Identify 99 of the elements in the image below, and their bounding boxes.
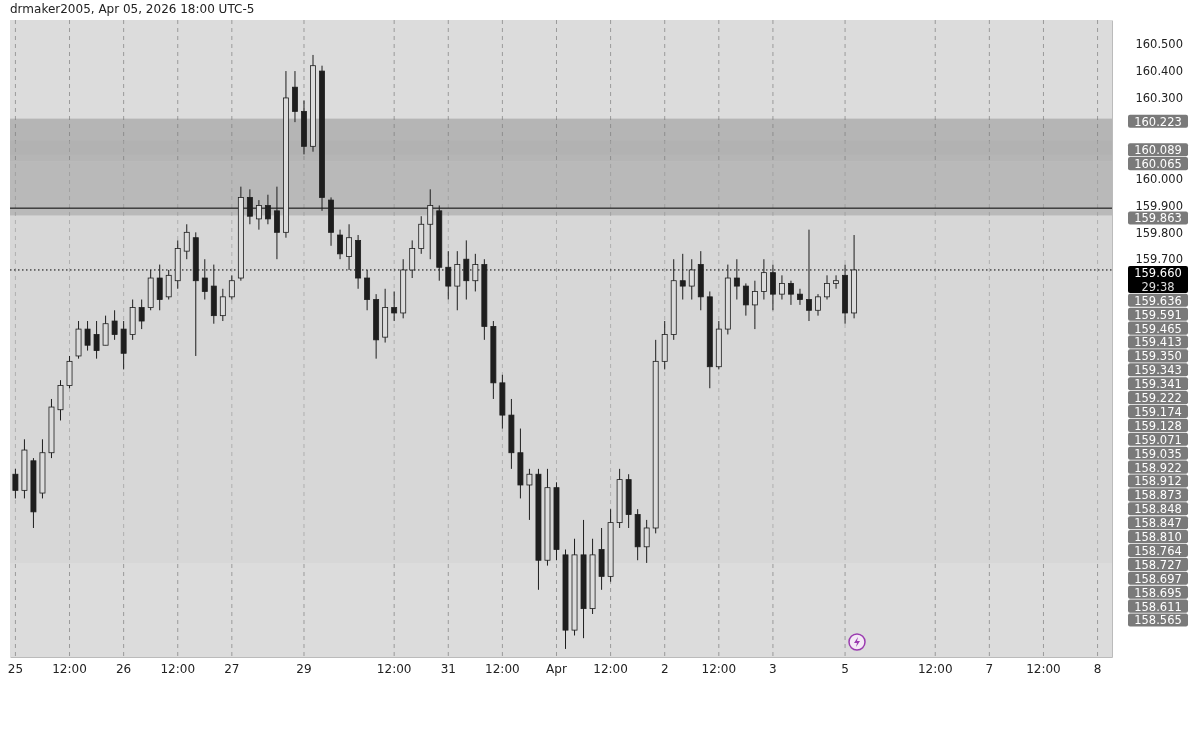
y-tick-label: 160.500 [1135,37,1183,52]
x-tick-label: 12:00 [701,662,737,677]
candlestick [688,258,695,301]
text: 158.764 [1134,543,1182,558]
candlestick [201,258,208,301]
y-tick-label: 160.300 [1135,91,1183,106]
candlestick [84,320,91,352]
candlestick [12,468,19,499]
candlestick [733,258,740,301]
candlestick [183,223,190,260]
text: 159.035 [1134,446,1182,461]
candlestick [788,280,794,306]
y-tick-label: 159.800 [1135,225,1183,240]
band-label: 160.223 [1134,114,1182,129]
x-tick-label: 3 [769,662,777,677]
text: 158.697 [1134,571,1182,586]
candlestick [102,315,109,346]
x-tick-label: 12:00 [376,662,412,677]
candlestick [742,282,749,317]
band-label: 160.089 [1134,143,1182,158]
candlestick [409,239,416,279]
text: 159.465 [1134,321,1182,336]
candlestick [824,274,830,301]
x-tick-label: 12:00 [485,662,520,677]
candlestick [228,274,235,301]
x-tick-label: 2 [660,662,669,677]
x-tick-label: 12:00 [593,662,628,677]
x-tick-label: 25 [7,662,24,677]
candlestick [472,253,479,292]
text: 159.222 [1134,391,1182,406]
ref-line-label: 159.660 [1134,265,1182,280]
candlestick [797,288,803,306]
text: 159.343 [1134,363,1182,378]
x-tick-label: 12:00 [1026,662,1061,677]
candlestick [364,269,371,311]
candlestick [255,199,262,231]
text: 158.810 [1134,530,1182,545]
text: 159.341 [1134,377,1182,392]
text: 159.636 [1134,293,1182,308]
candlestick [643,519,650,564]
candlestick [219,288,226,322]
candlestick [779,274,785,301]
text: 159.128 [1134,418,1182,433]
text: 158.695 [1134,585,1182,600]
y-tick-label: 159.900 [1135,198,1183,213]
candlestick [526,468,533,521]
text: 158.727 [1134,557,1182,572]
candlestick [138,299,145,330]
candlestick [806,229,812,322]
candlestick [274,186,280,260]
candlestick [264,194,271,225]
candlestick [156,264,163,311]
candlestick [679,253,686,301]
text: 158.611 [1134,599,1182,614]
candlestick [93,320,100,360]
candlestick [246,188,253,225]
x-tick-label: Apr [546,662,567,677]
text: 158.847 [1134,516,1182,531]
y-tick-label: 160.400 [1135,64,1183,79]
y-tick-label: 160.000 [1135,171,1183,186]
candlestick [770,264,776,311]
x-tick-label: 26 [115,662,132,677]
text: 29:38 [1141,279,1175,294]
x-tick-label: 31 [440,662,456,677]
candlestick [391,290,398,322]
x-tick-label: 29 [296,662,312,677]
candlestick [111,309,118,341]
candlestick [454,250,461,311]
x-tick-label: 8 [1093,662,1102,677]
candlestick [751,280,758,330]
text: 159.071 [1134,432,1182,447]
candlestick [760,258,767,301]
text: 159.413 [1134,335,1182,350]
text: 159.174 [1134,404,1182,419]
y-tick-label: 159.700 [1135,252,1183,267]
text: 159.591 [1134,307,1182,322]
x-tick-label: 5 [841,662,849,677]
candlestick [463,239,470,301]
x-tick-label: 12:00 [52,662,87,677]
candlestick [833,274,839,290]
x-tick-label: 12:00 [917,662,953,677]
candlestick [165,269,172,301]
x-tick-label: 7 [985,662,994,677]
text: 158.873 [1134,488,1182,503]
text: 158.565 [1134,613,1182,628]
text: 158.912 [1134,474,1182,489]
text: 159.350 [1134,349,1182,364]
band-label: 159.863 [1134,211,1182,226]
candlestick [445,250,452,301]
candlestick [337,229,343,260]
band-label: 160.065 [1134,157,1182,172]
x-tick-label: 12:00 [160,662,196,677]
candlestick [427,188,434,260]
candlestick [815,293,821,317]
text: 158.848 [1134,502,1182,517]
x-tick-label: 27 [224,662,240,677]
chart-title: drmaker2005, Apr 05, 2026 18:00 UTC-5 [10,2,255,16]
candlestick [346,223,352,271]
text: 158.922 [1134,460,1182,475]
